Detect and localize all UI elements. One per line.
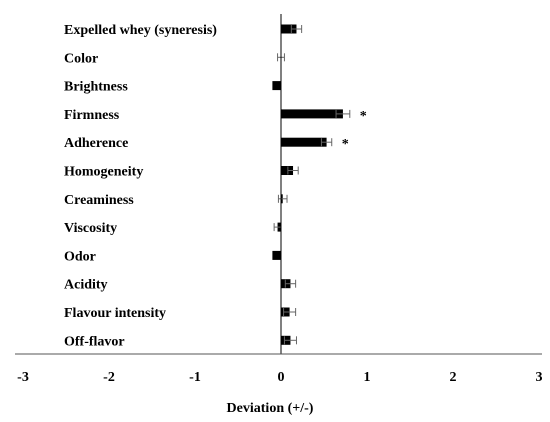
x-tick-label: -2 — [103, 370, 115, 385]
error-bars — [273, 25, 351, 345]
bar — [281, 166, 294, 175]
bar — [281, 137, 327, 147]
category-label: Adherence — [64, 136, 128, 151]
bars — [272, 24, 343, 345]
category-label: Odor — [64, 249, 96, 264]
x-tick-label: 0 — [278, 370, 285, 385]
bar — [272, 250, 281, 260]
x-tick-label: 3 — [536, 370, 543, 385]
bar — [272, 81, 281, 91]
x-tick-label: 1 — [364, 370, 371, 385]
category-label: Flavour intensity — [64, 306, 166, 321]
significance-star: * — [342, 137, 349, 152]
bar — [281, 109, 343, 119]
category-label: Expelled whey (syneresis) — [64, 23, 217, 38]
significance-markers: ** — [342, 109, 367, 152]
category-label: Firmness — [64, 108, 120, 123]
x-axis-title: Deviation (+/-) — [227, 401, 314, 416]
bar — [281, 24, 297, 34]
x-tick-label: -3 — [17, 370, 29, 385]
category-label: Color — [64, 51, 98, 66]
category-labels: Expelled whey (syneresis) Color Brightness… — [64, 23, 217, 349]
significance-star: * — [360, 109, 367, 124]
category-label: Creaminess — [64, 193, 134, 208]
x-tick-label: 2 — [450, 370, 457, 385]
category-label: Viscosity — [64, 221, 117, 236]
category-label: Acidity — [64, 278, 108, 293]
category-label: Homogeneity — [64, 165, 143, 180]
x-tick-label: -1 — [189, 370, 201, 385]
category-label: Brightness — [64, 80, 128, 95]
x-tick-labels: -3 -2 -1 0 1 2 3 — [17, 370, 542, 385]
category-label: Off-flavor — [64, 334, 125, 349]
